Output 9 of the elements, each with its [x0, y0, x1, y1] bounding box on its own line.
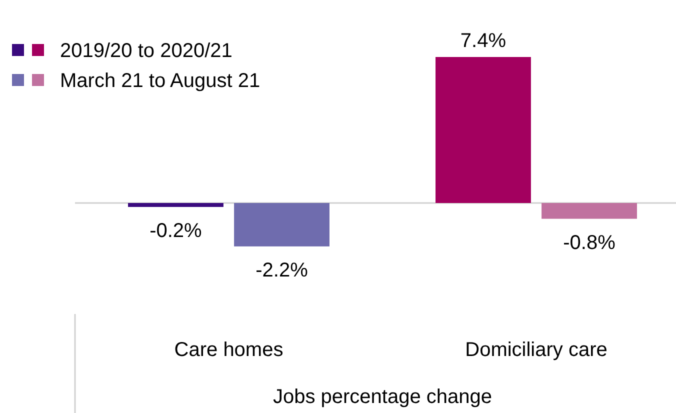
x-tick-label: Domiciliary care: [465, 339, 608, 361]
data-label: -0.8%: [563, 232, 616, 254]
x-tick-label: Care homes: [174, 339, 284, 361]
legend-label: March 21 to August 21: [60, 70, 260, 92]
data-label: -2.2%: [256, 259, 308, 282]
data-label: -0.2%: [150, 220, 202, 242]
x-axis-title: Jobs percentage change: [272, 386, 492, 408]
data-label: 7.4%: [460, 30, 506, 52]
legend-label: 2019/20 to 2020/21: [60, 40, 232, 62]
